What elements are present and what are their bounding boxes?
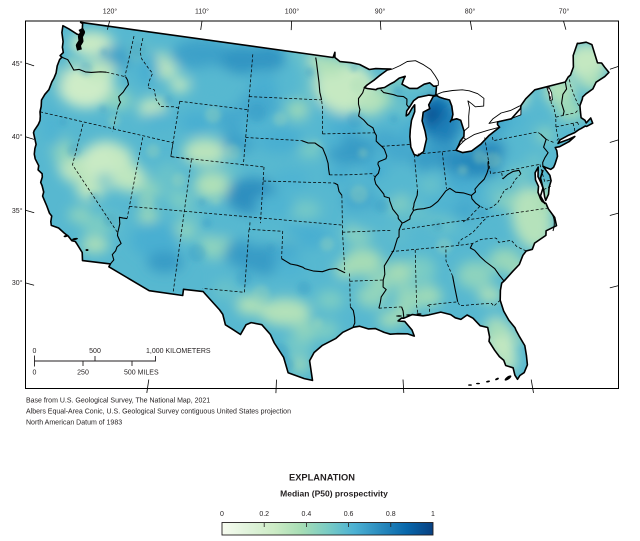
svg-text:0: 0 bbox=[33, 348, 37, 355]
svg-text:North American Datum of 1983: North American Datum of 1983 bbox=[26, 420, 122, 427]
svg-text:0.4: 0.4 bbox=[302, 511, 312, 518]
svg-text:30°: 30° bbox=[12, 279, 23, 287]
svg-text:Albers Equal-Area Conic, U.S.: Albers Equal-Area Conic, U.S. Geological… bbox=[26, 409, 291, 416]
svg-text:0.2: 0.2 bbox=[259, 511, 269, 518]
svg-text:Base from U.S. Geological Surv: Base from U.S. Geological Survey, The Na… bbox=[26, 398, 210, 405]
svg-text:EXPLANATION: EXPLANATION bbox=[289, 473, 355, 483]
svg-text:500 MILES: 500 MILES bbox=[124, 370, 159, 377]
svg-text:80°: 80° bbox=[465, 8, 476, 16]
svg-text:0.6: 0.6 bbox=[344, 511, 354, 518]
svg-text:110°: 110° bbox=[195, 8, 209, 16]
svg-text:100°: 100° bbox=[285, 8, 300, 16]
svg-text:45°: 45° bbox=[12, 60, 23, 68]
svg-text:1,000 KILOMETERS: 1,000 KILOMETERS bbox=[146, 348, 211, 355]
svg-text:70°: 70° bbox=[559, 8, 570, 16]
svg-text:250: 250 bbox=[77, 370, 89, 377]
svg-text:120°: 120° bbox=[103, 8, 118, 16]
svg-text:0: 0 bbox=[220, 511, 224, 518]
svg-text:0: 0 bbox=[33, 370, 37, 377]
svg-text:40°: 40° bbox=[12, 133, 23, 141]
svg-text:90°: 90° bbox=[375, 8, 386, 16]
svg-text:35°: 35° bbox=[12, 207, 23, 215]
svg-text:1: 1 bbox=[431, 511, 435, 518]
svg-text:500: 500 bbox=[89, 348, 101, 355]
svg-text:0.8: 0.8 bbox=[386, 511, 396, 518]
svg-text:Median (P50) prospectivity: Median (P50) prospectivity bbox=[280, 489, 388, 499]
